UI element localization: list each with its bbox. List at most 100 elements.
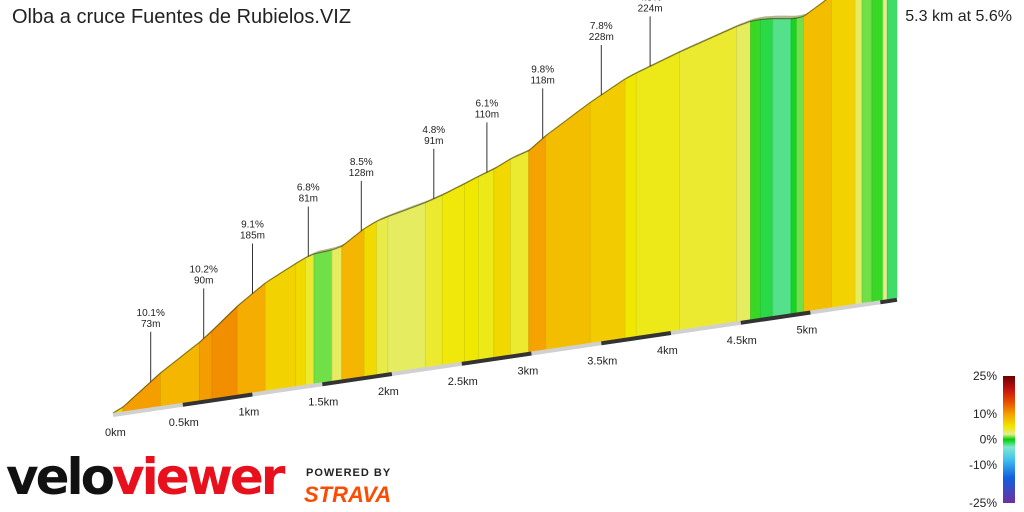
grade-annotation-3: 6.8%81m [297, 183, 320, 257]
annotation-length: 73m [141, 319, 160, 330]
grade-scale-label: -25% [969, 496, 997, 510]
baseline-band-11 [880, 297, 898, 305]
veloviewer-logo: veloviewer [6, 448, 285, 506]
grade-segment-7 [295, 257, 306, 387]
grade-segment-19 [493, 158, 511, 358]
grade-segment-16 [441, 183, 465, 365]
annotation-grade: 6.8% [297, 183, 320, 194]
annotation-length: 128m [349, 168, 374, 179]
distance-tick-label: 1.5km [308, 396, 338, 408]
grade-segment-30 [772, 18, 792, 317]
distance-tick-label: 4km [657, 345, 678, 357]
climb-summary: 5.3 km at 5.6% [905, 8, 1012, 25]
grade-segment-2 [160, 341, 200, 407]
grade-segment-18 [478, 168, 495, 360]
grade-segment-13 [376, 216, 389, 375]
grade-annotations: 10.1%73m 10.2%90m 9.1%185m 6.8%81m 8.5%128m 4… [137, 0, 663, 382]
profile-ridge [112, 0, 827, 414]
distance-tick-label: 5km [797, 325, 818, 337]
strava-logo: STRAVA [304, 482, 392, 507]
distance-tick-label: 2km [378, 386, 399, 398]
baseline-band-1 [182, 392, 253, 407]
grade-annotation-7: 9.8%118m [531, 64, 555, 139]
baseline-band-4 [391, 361, 463, 376]
annotation-grade: 4.8% [422, 125, 445, 136]
baseline-band-7 [601, 331, 672, 346]
grade-scale-label: 10% [973, 407, 997, 421]
grade-segment-37 [871, 0, 884, 302]
annotation-grade: 4.5% [639, 0, 662, 3]
grade-segment-8 [305, 253, 315, 386]
grade-segment-9 [313, 249, 333, 384]
grade-segment-32 [796, 16, 804, 313]
grade-segment-31 [790, 17, 797, 314]
grade-segment-38 [882, 0, 888, 301]
baseline-band-6 [531, 341, 602, 356]
grade-segment-12 [363, 220, 378, 377]
grade-color-scale: 25% 10% 0% -10% -25% [969, 369, 1015, 510]
grade-segment-35 [854, 0, 863, 305]
grade-segment-21 [528, 135, 546, 353]
distance-tick-label: 4.5km [727, 335, 757, 347]
grade-segment-39 [886, 0, 898, 300]
baseline-band-8 [670, 320, 742, 335]
annotation-length: 90m [194, 275, 213, 286]
annotation-grade: 10.2% [190, 264, 218, 275]
grade-annotation-4: 8.5%128m [349, 157, 374, 231]
annotation-length: 91m [424, 136, 443, 147]
distance-tick-label: 1km [239, 407, 260, 419]
distance-tick-label: 0km [105, 427, 126, 439]
grade-segment-11 [341, 228, 365, 380]
annotation-length: 224m [638, 3, 663, 14]
distance-tick-label: 2.5km [448, 376, 478, 388]
distance-tick-label: 3km [518, 366, 539, 378]
annotation-length: 228m [589, 32, 614, 43]
grade-segment-26 [679, 26, 737, 331]
annotation-length: 110m [475, 109, 499, 120]
grade-segment-36 [861, 0, 873, 304]
grade-segment-22 [545, 101, 591, 350]
grade-segment-5 [236, 282, 266, 396]
grade-segment-6 [264, 263, 297, 392]
annotation-length: 185m [240, 231, 265, 242]
grade-annotation-8: 7.8%228m [589, 21, 614, 95]
chart-title: Olba a cruce Fuentes de Rubielos.VIZ [12, 6, 352, 28]
grade-segment-28 [750, 19, 761, 320]
grade-segment-10 [331, 245, 343, 382]
annotation-grade: 9.8% [531, 64, 554, 75]
distance-baseline: 0km 0.5km 1km 1.5km 2km 2.5km 3km 3.5km 4km 4.5km… [105, 297, 898, 439]
grade-segment-20 [510, 150, 530, 355]
distance-tick-label: 3.5km [587, 355, 617, 367]
grade-segment-29 [759, 18, 774, 319]
grade-annotation-9: 4.5%224m [638, 0, 663, 67]
grade-segment-25 [635, 51, 680, 337]
grade-annotation-1: 10.2%90m [190, 264, 218, 339]
annotation-grade: 6.1% [476, 98, 499, 109]
grade-scale-bar [1003, 376, 1015, 503]
grade-segment-15 [425, 194, 443, 368]
grade-segment-14 [387, 202, 426, 373]
distance-tick-label: 0.5km [169, 417, 199, 429]
baseline-band-3 [322, 372, 393, 387]
grade-segment-33 [803, 0, 832, 312]
baseline-band-9 [740, 310, 811, 325]
annotation-length: 118m [531, 75, 555, 86]
grade-scale-label: 25% [973, 369, 997, 383]
annotation-grade: 7.8% [590, 21, 613, 32]
baseline-band-0 [112, 402, 184, 417]
annotation-grade: 10.1% [137, 308, 165, 319]
grade-scale-label: 0% [980, 433, 998, 447]
grade-annotation-6: 6.1%110m [475, 98, 499, 173]
grade-segment-23 [589, 78, 626, 344]
profile-ridge-line [112, 0, 827, 414]
grade-annotation-2: 9.1%185m [240, 220, 265, 294]
annotation-length: 81m [299, 194, 318, 205]
grade-segment-17 [464, 176, 479, 362]
grade-annotation-5: 4.8%91m [422, 125, 445, 199]
baseline-band-10 [810, 300, 881, 315]
powered-by-label: POWERED BY [306, 467, 392, 479]
grade-segment-24 [624, 72, 637, 339]
segment-dividers [122, 0, 888, 412]
baseline-band-5 [461, 351, 532, 366]
